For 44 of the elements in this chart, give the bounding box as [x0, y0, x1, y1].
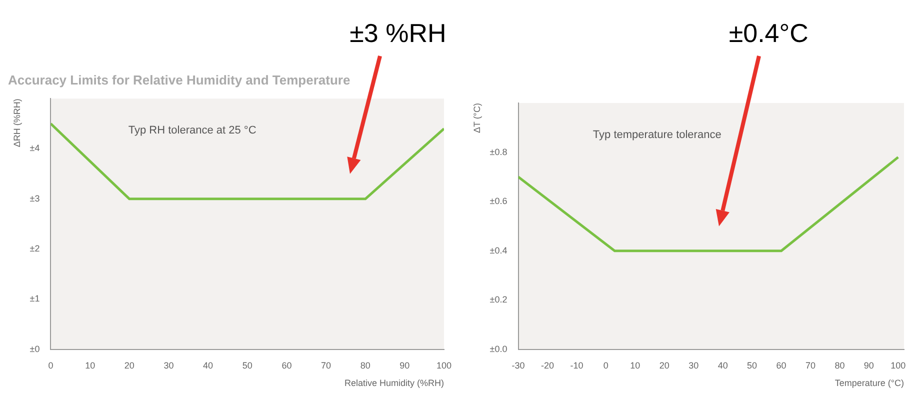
y-tick-label: ±0.8 [490, 146, 508, 157]
x-tick-label: 0 [603, 360, 608, 370]
x-tick-label: 80 [834, 360, 845, 370]
x-tick-label: 30 [164, 360, 174, 370]
y-tick-label: ±0.0 [490, 344, 508, 354]
x-tick-label: 90 [864, 360, 874, 370]
x-tick-label: 10 [630, 360, 640, 370]
x-tick-label: 90 [400, 360, 410, 370]
x-tick-label: 40 [203, 360, 214, 370]
x-tick-label: 100 [436, 360, 452, 370]
x-tick-label: 50 [747, 360, 758, 370]
y-axis-title: ΔT (°C) [472, 103, 482, 133]
text: ±0.4°C [728, 18, 808, 48]
x-tick-label: 60 [776, 360, 786, 370]
y-tick-label: ±3 [30, 193, 40, 204]
x-axis-title: Temperature (°C) [834, 378, 904, 388]
x-tick-label: 80 [360, 360, 370, 370]
y-tick-label: ±1 [30, 294, 40, 304]
x-tick-label: 30 [688, 360, 699, 370]
x-tick-label: 0 [48, 360, 54, 370]
y-tick-label: ±0.4 [490, 245, 508, 256]
x-tick-label: 70 [321, 360, 332, 370]
y-axis-title: ΔRH (%RH) [12, 98, 22, 148]
x-tick-label: 10 [85, 360, 96, 370]
x-tick-label: -30 [512, 360, 525, 370]
annotation: Typ temperature tolerance [592, 129, 722, 141]
y-tick-label: ±4 [30, 143, 40, 154]
x-tick-label: 70 [805, 360, 816, 370]
x-tick-label: 20 [124, 360, 134, 370]
x-tick-label: 50 [242, 360, 252, 370]
y-tick-label: ±0.6 [490, 196, 508, 206]
x-tick-label: 40 [718, 360, 728, 370]
x-tick-label: -20 [540, 360, 554, 370]
y-tick-label: ±2 [30, 244, 40, 254]
y-tick-label: ±0 [30, 344, 40, 354]
x-axis-title: Relative Humidity (%RH) [344, 378, 444, 388]
x-tick-label: 20 [659, 360, 670, 370]
x-tick-label: -10 [570, 360, 584, 370]
text: ±3 %RH [350, 18, 446, 48]
x-tick-label: 60 [282, 360, 292, 370]
chart-title: Accuracy Limits for Relative Humidity and Temperature [8, 72, 350, 88]
x-tick-label: 100 [890, 360, 906, 370]
y-tick-label: ±0.2 [490, 294, 508, 305]
annotation: Typ RH tolerance at 25 °C [128, 124, 256, 137]
